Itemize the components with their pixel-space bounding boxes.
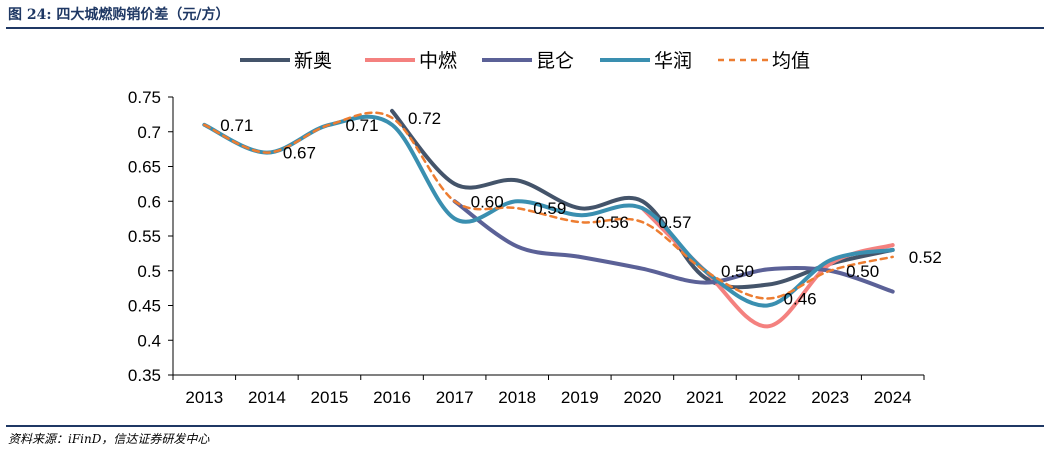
series-line-xinao [390, 108, 895, 290]
data-label: 0.50 [846, 262, 879, 281]
y-tick-label: 0.5 [137, 262, 161, 281]
data-label: 0.67 [283, 144, 316, 163]
series-line-kunlun [452, 199, 895, 294]
x-tick-label: 2013 [185, 388, 223, 407]
data-label: 0.72 [408, 109, 441, 128]
y-tick-label: 0.6 [137, 192, 161, 211]
legend-label-huarun: 华润 [654, 50, 692, 72]
data-label: 0.56 [596, 213, 629, 232]
legend-label-xinao: 新奥 [294, 50, 332, 72]
y-tick-label: 0.4 [137, 331, 161, 350]
x-tick-label: 2014 [248, 388, 286, 407]
x-tick-label: 2023 [811, 388, 849, 407]
source-note: 资料来源：iFinD，信达证券研发中心 [8, 432, 210, 446]
legend-label-kunlun: 昆仑 [536, 50, 574, 72]
bottom-rule [6, 425, 1044, 427]
x-tick-label: 2016 [373, 388, 411, 407]
data-label: 0.52 [909, 248, 942, 267]
x-tick-label: 2017 [436, 388, 474, 407]
y-tick-label: 0.75 [128, 88, 161, 107]
y-tick-label: 0.65 [128, 158, 161, 177]
y-tick-label: 0.7 [137, 123, 161, 142]
data-label: 0.60 [471, 192, 504, 211]
data-label: 0.50 [721, 262, 754, 281]
top-rule [6, 27, 1044, 29]
data-label: 0.46 [784, 290, 817, 309]
x-tick-label: 2019 [561, 388, 599, 407]
x-tick-label: 2020 [623, 388, 661, 407]
data-label: 0.59 [533, 199, 566, 218]
y-tick-label: 0.45 [128, 297, 161, 316]
legend-label-average: 均值 [772, 50, 810, 72]
data-label: 0.57 [658, 213, 691, 232]
y-tick-label: 0.35 [128, 366, 161, 385]
x-tick-label: 2018 [498, 388, 536, 407]
figure-title: 图 24: 四大城燃购销价差（元/方） [8, 7, 230, 23]
x-tick-label: 2015 [311, 388, 349, 407]
data-label: 0.71 [345, 116, 378, 135]
legend-label-zhongran: 中燃 [419, 50, 457, 72]
x-tick-label: 2022 [749, 388, 787, 407]
y-tick-label: 0.55 [128, 227, 161, 246]
x-tick-label: 2024 [874, 388, 912, 407]
series-line-average [203, 111, 894, 300]
x-tick-label: 2021 [686, 388, 724, 407]
data-label: 0.71 [220, 116, 253, 135]
